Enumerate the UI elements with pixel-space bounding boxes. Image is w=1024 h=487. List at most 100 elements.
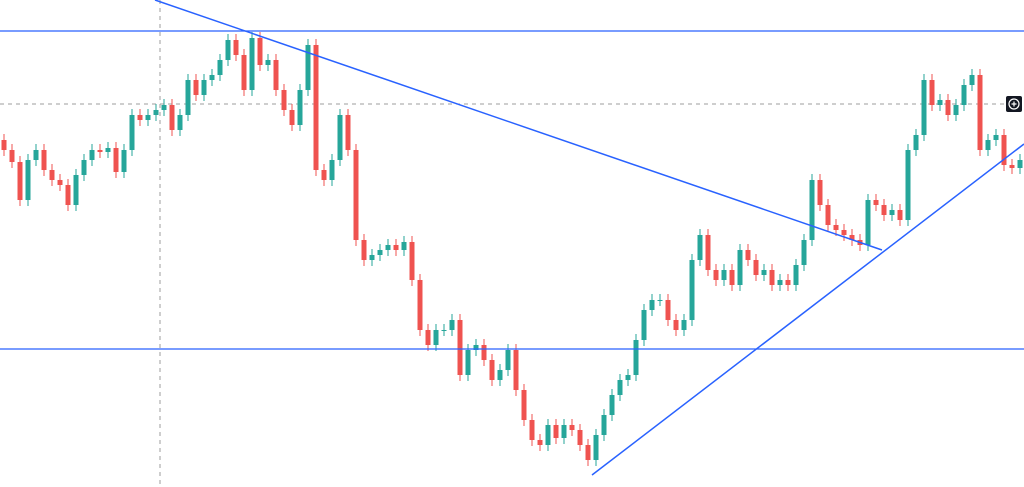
candle-body: [793, 265, 799, 285]
candle-body: [265, 60, 271, 65]
candle-body: [681, 320, 687, 330]
candle-body: [345, 115, 351, 150]
candle-body: [73, 175, 79, 205]
candle-body: [577, 430, 583, 445]
candle-body: [457, 320, 463, 375]
candle-body: [377, 250, 383, 255]
candle-body: [177, 115, 183, 130]
candle-body: [225, 40, 231, 60]
candle-body: [737, 250, 743, 285]
candle-body: [585, 445, 591, 460]
candle-body: [393, 245, 399, 250]
add-button[interactable]: [1006, 96, 1022, 112]
candle-body: [753, 260, 759, 275]
candle-body: [961, 85, 967, 105]
add-button-icon[interactable]: [1008, 98, 1020, 110]
candle-body: [201, 80, 207, 95]
candle-body: [41, 150, 47, 170]
candle-body: [657, 300, 663, 301]
trend-line: [154, 0, 883, 251]
candle-body: [121, 150, 127, 172]
candle-body: [449, 320, 455, 330]
candle-body: [921, 80, 927, 135]
candle-body: [129, 115, 135, 150]
candle-body: [609, 395, 615, 415]
candle-body: [57, 180, 63, 185]
candle-body: [905, 150, 911, 220]
candle-body: [169, 105, 175, 130]
candle-body: [953, 105, 959, 115]
candle-body: [713, 270, 719, 280]
candle-body: [721, 270, 727, 280]
candle-body: [537, 440, 543, 445]
candle-body: [649, 300, 655, 310]
candle-body: [17, 162, 23, 200]
candle-body: [497, 370, 503, 380]
candle-body: [329, 160, 335, 180]
candle-body: [969, 75, 975, 85]
candle-body: [689, 260, 695, 320]
candle-body: [409, 242, 415, 280]
candle-body: [513, 350, 519, 390]
candle-body: [273, 60, 279, 90]
candle-body: [521, 390, 527, 420]
candle-body: [193, 80, 199, 95]
candle-body: [9, 150, 15, 162]
candle-body: [673, 320, 679, 330]
candle-body: [617, 380, 623, 395]
candle-body: [1017, 160, 1023, 168]
candle-body: [33, 150, 39, 160]
candle-body: [233, 40, 239, 55]
candle-body: [825, 205, 831, 225]
candle-body: [937, 100, 943, 105]
candle-body: [785, 280, 791, 285]
candle-body: [425, 330, 431, 345]
candle-body: [81, 160, 87, 175]
candle-body: [849, 235, 855, 240]
candle-body: [665, 300, 671, 320]
candle-body: [553, 425, 559, 438]
candle-body: [873, 200, 879, 205]
candle-body: [777, 280, 783, 285]
candle-body: [601, 415, 607, 435]
candle-body: [865, 200, 871, 245]
candle-body: [801, 240, 807, 265]
candles: [1, 32, 1023, 466]
candle-body: [321, 170, 327, 180]
candle-body: [881, 205, 887, 215]
candle-body: [1001, 135, 1007, 165]
candle-body: [473, 345, 479, 350]
candle-body: [145, 115, 151, 120]
candle-body: [385, 245, 391, 250]
candle-body: [945, 100, 951, 115]
candle-body: [897, 210, 903, 220]
candle-body: [281, 90, 287, 110]
candle-body: [1, 140, 7, 150]
candle-body: [569, 425, 575, 430]
candle-body: [633, 340, 639, 375]
candle-body: [113, 148, 119, 172]
candle-body: [305, 45, 311, 90]
candle-body: [889, 210, 895, 215]
candle-body: [697, 235, 703, 260]
candle-body: [65, 185, 71, 205]
candle-body: [985, 140, 991, 150]
candle-body: [809, 180, 815, 240]
candle-body: [161, 105, 167, 110]
candle-body: [257, 38, 263, 65]
candle-body: [929, 80, 935, 105]
candle-body: [361, 240, 367, 260]
candle-body: [505, 350, 511, 370]
candle-body: [89, 150, 95, 160]
candle-body: [841, 230, 847, 235]
candle-body: [137, 115, 143, 120]
candle-body: [105, 148, 111, 152]
drawings: [0, 0, 1024, 476]
candle-body: [97, 150, 103, 152]
candle-body: [817, 180, 823, 205]
candle-body: [353, 150, 359, 240]
candle-body: [529, 420, 535, 440]
candle-body: [769, 270, 775, 285]
candle-body: [641, 310, 647, 340]
